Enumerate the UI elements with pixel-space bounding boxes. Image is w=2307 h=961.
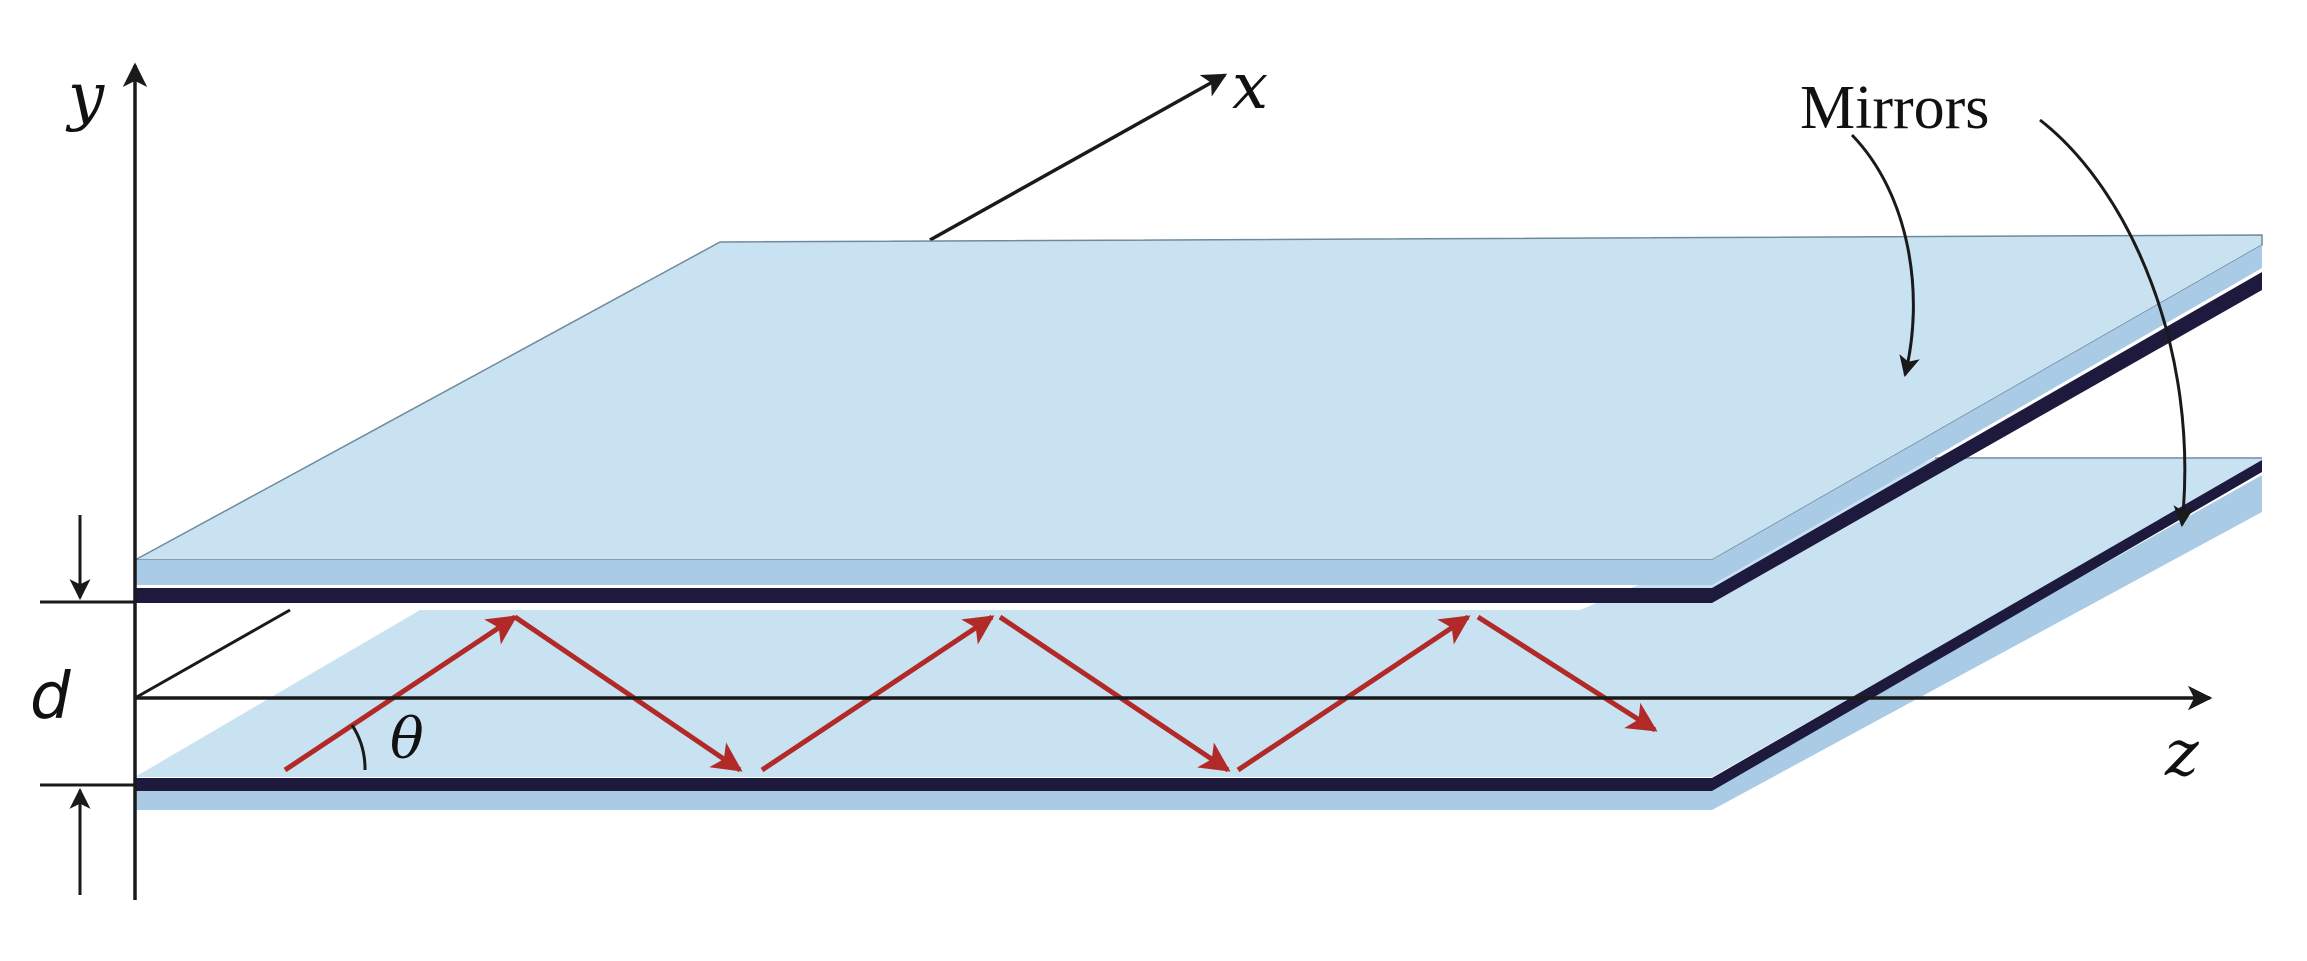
ray-segment	[513, 614, 743, 773]
mirrors-label: Mirrors	[1800, 74, 1989, 142]
angle-arc	[350, 724, 367, 771]
ray-segment	[283, 614, 518, 773]
angle-label: θ	[390, 707, 424, 772]
upper-mirror	[134, 234, 2263, 603]
ray-segment	[998, 614, 1231, 773]
separation-dimension	[40, 515, 135, 895]
mid-plane-edge	[134, 608, 291, 700]
ray-segment	[760, 614, 995, 773]
ray-segment	[1236, 614, 1471, 773]
x-axis	[929, 73, 1228, 242]
callout-arrow-upper	[1850, 133, 1920, 378]
x-axis-label: x	[1232, 50, 1268, 124]
light-rays	[283, 614, 1658, 773]
separation-label: d	[30, 660, 71, 734]
callout-arrow-lower	[2039, 118, 2195, 528]
y-axis-label: y	[65, 60, 105, 134]
ray-segment	[1476, 614, 1658, 733]
z-axis-label: z	[2164, 717, 2200, 791]
